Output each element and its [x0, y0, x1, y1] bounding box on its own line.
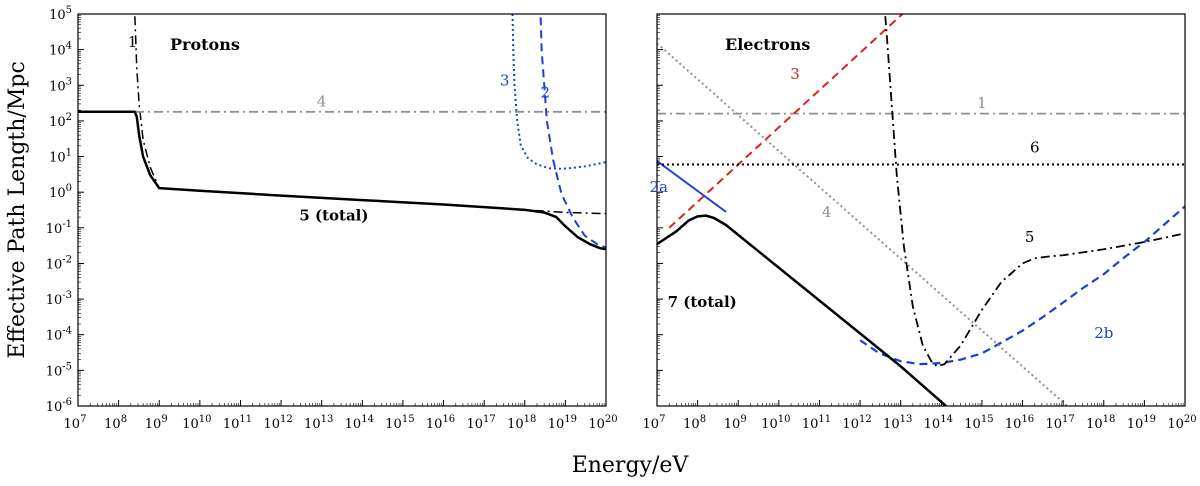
protons-y-tick-label: 104 — [49, 41, 72, 59]
protons-y-tick-label: 10-5 — [46, 361, 72, 379]
electrons-label-7-total-: 7 (total) — [668, 293, 737, 311]
protons-x-tick-label: 1017 — [467, 414, 496, 432]
protons-y-tick-label: 102 — [49, 112, 72, 130]
protons-series-group — [78, 14, 606, 251]
electrons-x-tick-label: 1018 — [1086, 414, 1115, 432]
protons-title: Protons — [170, 35, 240, 54]
electrons-series-3-line — [668, 14, 904, 229]
electrons-x-tick-label: 1020 — [1167, 414, 1196, 432]
protons-y-tick-label: 10-3 — [46, 290, 72, 308]
electrons-x-tick-label: 1019 — [1127, 414, 1156, 432]
electrons-label-6: 6 — [1030, 139, 1040, 157]
protons-y-tick-label: 10-4 — [46, 326, 72, 344]
y-axis-label: Effective Path Length/Mpc — [5, 61, 30, 359]
protons-x-tick-label: 1012 — [263, 414, 292, 432]
electrons-series-2b-line — [859, 205, 1185, 366]
electrons-x-tick-label: 1011 — [802, 414, 831, 432]
protons-x-tick-label: 1010 — [182, 414, 211, 432]
protons-y-tick-label: 100 — [49, 183, 72, 201]
electrons-series-5-line — [884, 14, 1185, 368]
protons-y-tick-label: 103 — [49, 76, 72, 94]
protons-panel: 107 108 109 1010 1011 1012 1013 1014 1015 1016 101… — [46, 5, 618, 432]
protons-plot-frame — [77, 13, 607, 407]
protons-y-tick-label: 101 — [49, 148, 72, 166]
protons-x-tick-label: 109 — [145, 414, 168, 432]
electrons-x-tick-label: 1010 — [761, 414, 790, 432]
electrons-series-2a-line — [657, 160, 727, 213]
electrons-title: Electrons — [725, 35, 810, 54]
electrons-x-ticks: 107 108 109 1010 1011 1012 1013 1014 1015 1016 101… — [643, 400, 1197, 432]
electrons-x-tick-label: 1014 — [924, 414, 953, 432]
protons-x-tick-label: 1011 — [223, 414, 252, 432]
electrons-label-5: 5 — [1025, 228, 1035, 246]
electrons-label-1: 1 — [977, 94, 987, 112]
protons-x-tick-label: 1014 — [345, 414, 374, 432]
protons-x-tick-label: 1020 — [588, 414, 617, 432]
electrons-label-2b: 2b — [1094, 324, 1113, 342]
electrons-curve-labels: 1 2a 2b 3 4 5 6 7 (total) — [649, 65, 1113, 342]
protons-series-1-line — [134, 14, 606, 215]
electrons-label-4: 4 — [822, 203, 832, 221]
protons-y-tick-label: 10-1 — [46, 219, 72, 237]
protons-x-tick-label: 1013 — [304, 414, 333, 432]
electrons-y-ticks — [657, 13, 663, 407]
electrons-x-tick-label: 107 — [643, 414, 666, 432]
protons-x-ticks: 107 108 109 1010 1011 1012 1013 1014 1015 1016 101… — [64, 400, 618, 432]
x-axis-label: Energy/eV — [572, 453, 690, 478]
electrons-x-tick-label: 1015 — [964, 414, 993, 432]
electrons-panel: 107 108 109 1010 1011 1012 1013 1014 1015 1016 101… — [643, 13, 1197, 432]
protons-x-tick-label: 1018 — [507, 414, 536, 432]
protons-x-tick-label: 108 — [104, 414, 127, 432]
electrons-x-tick-label: 1012 — [842, 414, 871, 432]
protons-x-tick-label: 1016 — [426, 414, 455, 432]
protons-label-4: 4 — [317, 93, 327, 111]
protons-x-tick-label: 1015 — [385, 414, 414, 432]
protons-label-2: 2 — [541, 84, 551, 102]
electrons-plot-frame — [656, 13, 1186, 407]
protons-y-tick-label: 105 — [49, 5, 72, 23]
protons-series-2-line — [539, 14, 606, 249]
electrons-x-tick-label: 108 — [683, 414, 706, 432]
protons-series-3-line — [511, 14, 606, 170]
electrons-label-3: 3 — [790, 65, 800, 83]
protons-series-5-total--line — [78, 110, 606, 251]
electrons-x-tick-label: 1017 — [1046, 414, 1075, 432]
electrons-series-7-total--line — [657, 214, 947, 406]
electrons-label-2a: 2a — [649, 178, 668, 196]
protons-label-1: 1 — [128, 33, 138, 51]
protons-label-3: 3 — [500, 71, 510, 89]
protons-y-tick-label: 10-6 — [46, 397, 72, 415]
protons-y-tick-label: 10-2 — [46, 254, 72, 272]
electrons-series-group — [657, 14, 1185, 406]
electrons-series-4-line — [657, 42, 1068, 406]
protons-x-tick-label: 107 — [64, 414, 87, 432]
electrons-x-tick-label: 1016 — [1005, 414, 1034, 432]
protons-label-5-total-: 5 (total) — [299, 207, 368, 225]
protons-x-tick-label: 1019 — [548, 414, 577, 432]
electrons-x-tick-label: 109 — [724, 414, 747, 432]
protons-curve-labels: 1 2 3 4 5 (total) — [128, 33, 550, 225]
electrons-x-tick-label: 1013 — [883, 414, 912, 432]
